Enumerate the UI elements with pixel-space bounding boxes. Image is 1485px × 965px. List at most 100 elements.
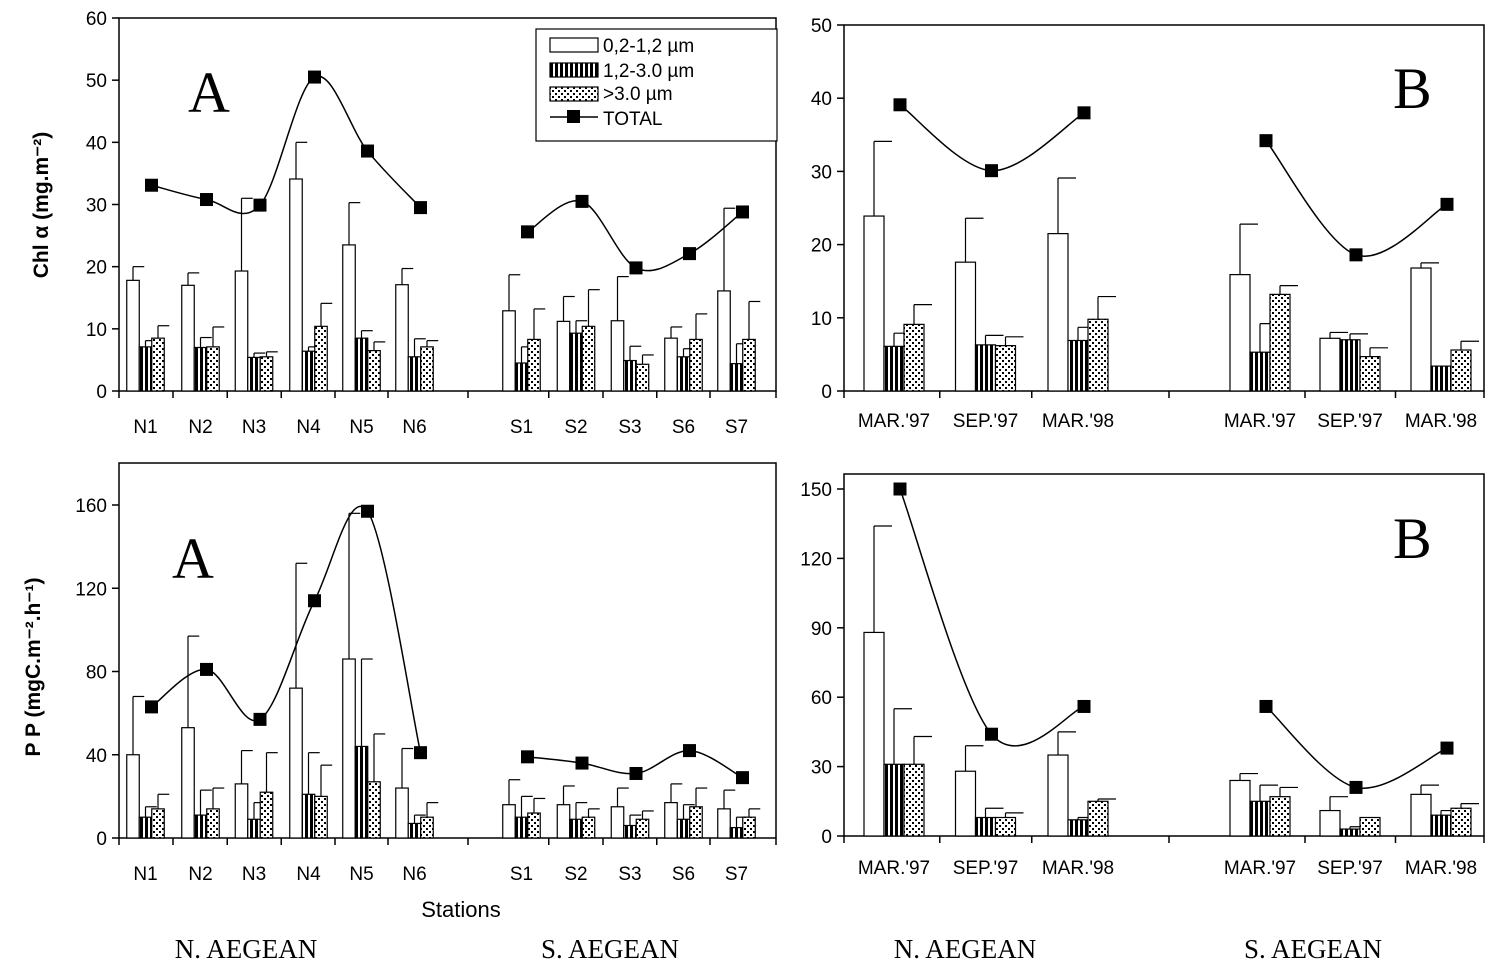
- total-marker: [1349, 780, 1363, 794]
- bar-large: [1450, 349, 1472, 392]
- total-marker: [736, 771, 749, 785]
- region-label-north-right: N. AEGEAN: [894, 934, 1037, 964]
- bar-medium: [1249, 800, 1271, 837]
- x-category-label: N2: [188, 417, 212, 438]
- chart-panel-chl-stations: 0 10 20 30 40 50 60 N1 N2 N3 N4 N5 N6 S1 S2 S3 S6 S7 A Chl …: [30, 9, 777, 438]
- y-tick-label: 80: [86, 663, 107, 684]
- total-marker: [736, 205, 749, 219]
- bar-large: [314, 325, 328, 392]
- bar-medium: [514, 362, 529, 392]
- y-tick-label: 150: [800, 480, 832, 501]
- bar-small: [1229, 274, 1251, 392]
- x-category-label: MAR.'98: [1042, 411, 1114, 432]
- panel-letter: B: [1393, 56, 1432, 121]
- total-line: [899, 488, 1085, 747]
- total-marker: [253, 712, 267, 726]
- legend-total-marker: [567, 110, 580, 123]
- bar-small: [289, 178, 303, 392]
- total-marker: [1440, 197, 1454, 211]
- y-tick-label: 50: [86, 71, 107, 92]
- total-marker: [1259, 134, 1273, 148]
- bar-medium: [138, 346, 153, 392]
- plot-frame: [843, 24, 1485, 392]
- bar-medium: [1067, 339, 1089, 392]
- bar-small: [1047, 233, 1069, 392]
- x-category-label: N3: [242, 864, 266, 885]
- bar-large: [581, 816, 596, 839]
- bar-large: [367, 781, 381, 839]
- bar-small: [863, 215, 885, 392]
- y-tick-label: 90: [811, 619, 832, 640]
- x-category-label: N6: [402, 417, 426, 438]
- bar-medium: [1430, 814, 1452, 837]
- legend-label-medium: 1,2-3.0 µm: [603, 61, 694, 82]
- bar-medium: [138, 816, 153, 839]
- bar-small: [1229, 779, 1251, 837]
- y-tick-label: 20: [811, 236, 832, 257]
- bar-small: [395, 284, 409, 392]
- x-category-label: N5: [349, 417, 373, 438]
- bar-small: [126, 754, 140, 839]
- bar-medium: [407, 356, 422, 392]
- bar-small: [234, 783, 249, 839]
- bar-small: [610, 806, 625, 839]
- bar-large: [903, 323, 925, 392]
- total-marker: [1440, 741, 1454, 755]
- bar-large: [635, 818, 650, 839]
- legend-label-large: >3.0 µm: [603, 84, 673, 105]
- total-marker: [893, 98, 907, 112]
- y-tick-label: 50: [811, 16, 832, 37]
- total-line: [899, 104, 1085, 172]
- x-category-label: MAR.'97: [858, 411, 930, 432]
- x-category-label: N5: [349, 864, 373, 885]
- bar-medium: [729, 826, 744, 839]
- bar-large: [151, 337, 165, 392]
- bar-small: [1410, 793, 1432, 837]
- y-tick-label: 60: [811, 688, 832, 709]
- total-marker: [575, 756, 589, 770]
- bar-small: [234, 270, 249, 392]
- bar-large: [1269, 796, 1291, 837]
- bar-large: [420, 346, 434, 392]
- x-category-label: SEP.'97: [953, 858, 1019, 879]
- x-category-label: N6: [402, 864, 426, 885]
- y-tick-label: 0: [96, 829, 107, 850]
- x-category-label: S3: [618, 864, 641, 885]
- y-tick-label: 10: [811, 309, 832, 330]
- bar-large: [994, 345, 1017, 392]
- bar-small: [863, 631, 885, 837]
- bar-small: [181, 284, 195, 392]
- bar-large: [742, 338, 756, 392]
- total-marker: [1077, 699, 1091, 713]
- y-tick-label: 40: [811, 89, 832, 110]
- bar-large: [151, 808, 165, 839]
- bar-small: [717, 290, 731, 392]
- x-category-label: N4: [296, 864, 321, 885]
- bar-large: [314, 795, 328, 839]
- region-label-north-left: N. AEGEAN: [175, 934, 318, 964]
- y-tick-label: 30: [811, 758, 832, 779]
- bar-small: [664, 802, 678, 839]
- y-axis-label: P P (mgC.m⁻².h⁻¹): [22, 578, 45, 757]
- bar-small: [342, 244, 356, 392]
- legend-swatch-medium: [549, 62, 599, 78]
- bar-large: [1450, 807, 1472, 837]
- x-category-label: MAR.'98: [1405, 858, 1477, 879]
- x-category-label: S1: [510, 864, 533, 885]
- bar-large: [1359, 816, 1381, 837]
- bar-medium: [974, 816, 997, 837]
- x-category-label: N2: [188, 864, 212, 885]
- bar-medium: [676, 818, 691, 839]
- x-category-label: S1: [510, 417, 533, 438]
- bar-large: [903, 763, 925, 837]
- y-tick-label: 120: [800, 549, 832, 570]
- x-category-label: N3: [242, 417, 266, 438]
- bar-medium: [514, 816, 529, 839]
- total-marker: [414, 746, 427, 760]
- total-marker: [145, 700, 158, 714]
- x-category-label: S7: [725, 417, 748, 438]
- total-marker: [1077, 106, 1091, 120]
- bar-small: [556, 320, 571, 392]
- bar-medium: [301, 793, 316, 839]
